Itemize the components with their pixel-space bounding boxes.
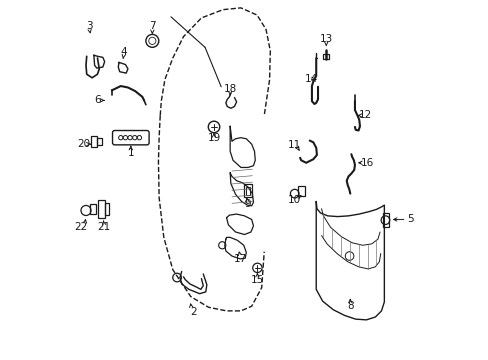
Bar bbox=[98, 201, 104, 218]
Text: 21: 21 bbox=[97, 222, 110, 232]
Bar bbox=[89, 204, 96, 214]
Text: 14: 14 bbox=[305, 74, 318, 84]
Bar bbox=[323, 54, 328, 59]
Text: 20: 20 bbox=[77, 139, 90, 149]
Text: 12: 12 bbox=[358, 111, 371, 121]
Text: 2: 2 bbox=[190, 307, 197, 317]
Bar bbox=[104, 203, 109, 215]
Text: 22: 22 bbox=[75, 222, 88, 231]
Text: 9: 9 bbox=[244, 199, 251, 210]
Text: 5: 5 bbox=[406, 215, 413, 224]
Text: 19: 19 bbox=[207, 133, 220, 143]
Text: 10: 10 bbox=[287, 195, 300, 205]
Bar bbox=[91, 136, 97, 147]
Text: 18: 18 bbox=[223, 84, 236, 94]
Bar bbox=[297, 186, 304, 197]
Text: 4: 4 bbox=[120, 46, 127, 57]
Text: 17: 17 bbox=[233, 254, 246, 264]
Text: 7: 7 bbox=[149, 21, 155, 31]
Bar bbox=[382, 213, 388, 226]
Bar bbox=[245, 187, 250, 195]
Text: 8: 8 bbox=[346, 301, 353, 311]
Text: 15: 15 bbox=[250, 275, 264, 285]
Bar bbox=[244, 184, 252, 197]
Text: 11: 11 bbox=[287, 140, 300, 150]
Text: 1: 1 bbox=[127, 148, 134, 158]
Text: 3: 3 bbox=[86, 21, 93, 31]
Text: 6: 6 bbox=[94, 95, 101, 105]
Text: 16: 16 bbox=[360, 158, 373, 168]
Text: 13: 13 bbox=[319, 35, 332, 44]
Bar bbox=[97, 138, 102, 145]
